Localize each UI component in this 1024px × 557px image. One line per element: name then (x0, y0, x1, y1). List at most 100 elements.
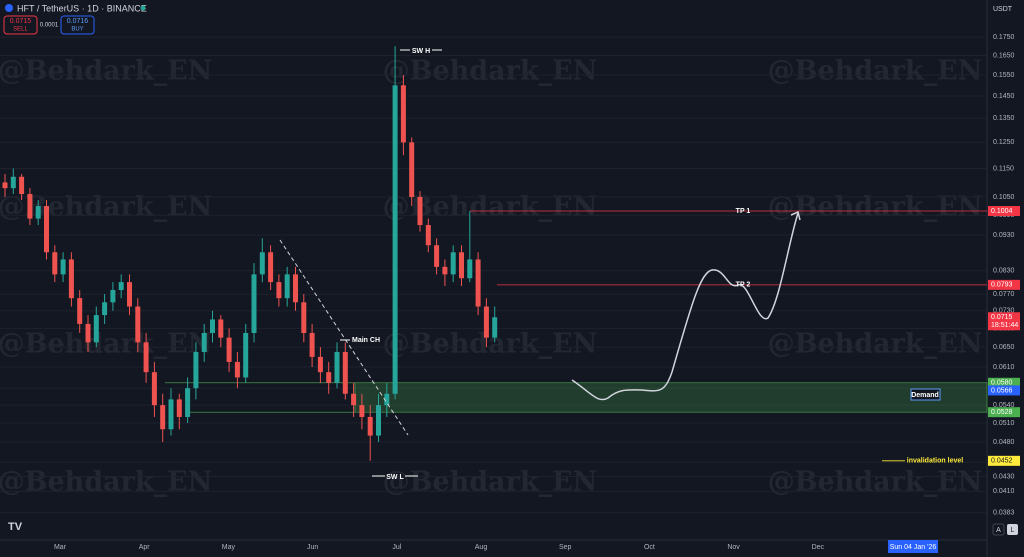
candle-body (60, 259, 66, 275)
candle-body (251, 274, 257, 333)
drawings: SW H SW L Main CH Demand TP 1 TP 2 invalid… (279, 48, 963, 481)
demand-label: Demand (911, 392, 939, 399)
candle-body (77, 298, 83, 324)
candle-body (102, 302, 108, 316)
demand-zone (354, 382, 988, 413)
candle-body (342, 351, 348, 394)
candle-body (425, 225, 431, 246)
candle-body (85, 323, 91, 343)
candle-body (409, 142, 415, 197)
price-label: 0.0715 (991, 314, 1013, 321)
y-tick-label: 0.1350 (993, 115, 1015, 122)
y-tick-label: 0.1250 (993, 139, 1015, 146)
price-label-box (988, 385, 1020, 396)
price-label-box (988, 377, 1020, 388)
candle-body (326, 372, 332, 383)
x-tick-label: Aug (475, 544, 488, 551)
watermark: @Behdark_EN (768, 56, 983, 87)
candle-body (268, 252, 274, 283)
candle-body (143, 342, 149, 373)
sell-button[interactable] (3, 15, 38, 35)
spread: 0.0001 (40, 23, 59, 29)
y-tick-label: 0.0383 (993, 510, 1015, 517)
auto-scale-icon: A (996, 527, 1001, 534)
y-tick-label: 0.0410 (993, 488, 1015, 495)
candle-body (434, 245, 440, 267)
buy-text: BUY (71, 27, 83, 33)
candle-body (118, 282, 124, 291)
x-tick-label: Apr (139, 544, 151, 551)
watermarks: @Behdark_EN @Behdark_EN @Behdark_EN @Behdar… (0, 56, 982, 498)
price-label-box (988, 407, 1020, 418)
price-label: 0.0793 (991, 282, 1013, 289)
tp2-label: TP 2 (736, 282, 751, 289)
candle-body (176, 399, 182, 417)
candle-body (110, 290, 116, 303)
y-tick-label: 0.0430 (993, 473, 1015, 480)
x-tick-label: Jun (307, 544, 318, 551)
candle-body (459, 252, 464, 279)
price-label: 0.0528 (991, 409, 1013, 416)
candle-body (376, 405, 381, 436)
watermark: @Behdark_EN (383, 467, 598, 498)
candle-body (226, 337, 232, 362)
y-tick-label: 0.1450 (993, 93, 1015, 100)
candle-body (309, 332, 315, 357)
candle-body (384, 393, 390, 406)
price-label-box (988, 206, 1020, 217)
candle-body (218, 319, 224, 338)
candle-body (168, 399, 174, 430)
symbol: HFT / TetherUS · 1D · BINANCE (17, 3, 147, 13)
candle-body (259, 252, 265, 275)
candle-body (334, 351, 340, 383)
trend-line (279, 239, 409, 436)
x-tick-label: Nov (727, 544, 740, 551)
auto-scale-button[interactable] (992, 523, 1005, 536)
price-label: 0.1004 (991, 208, 1013, 215)
watermark: @Behdark_EN (768, 467, 983, 498)
candle-body (359, 405, 365, 417)
y-tick-label: 0.0650 (993, 344, 1015, 351)
log-scale-button[interactable] (1007, 524, 1018, 535)
price-label-box (988, 312, 1020, 331)
projection-arrow (790, 210, 801, 221)
candle-body (160, 405, 166, 430)
candle-body (492, 317, 498, 338)
candle-body (52, 252, 58, 275)
candle-body (185, 388, 191, 417)
tp1-label: TP 1 (736, 208, 751, 215)
watermark: @Behdark_EN (0, 329, 212, 360)
y-tick-label: 0.1050 (993, 194, 1015, 201)
symbol-icon (5, 4, 13, 12)
header: HFT / TetherUS · 1D · BINANCE 0.0715 SEL… (3, 3, 1018, 536)
y-tick-label: 0.0830 (993, 267, 1015, 274)
candle-body (475, 259, 481, 307)
price-label-box (988, 455, 1020, 466)
x-tick-label: Sep (559, 544, 572, 551)
watermark: @Behdark_EN (0, 467, 212, 498)
y-tick-label: 0.0730 (993, 308, 1015, 315)
candle-body (293, 274, 298, 303)
candle-body (2, 182, 8, 189)
sw-low-label: SW L (386, 474, 404, 481)
grid (0, 36, 987, 514)
candle-body (27, 194, 33, 219)
sell-price: 0.0715 (10, 18, 32, 25)
main-ch-label: Main CH (352, 337, 380, 344)
watermark: @Behdark_EN (0, 56, 212, 87)
sell-text: SELL (13, 27, 28, 33)
y-tick-label: 0.1550 (993, 72, 1015, 79)
candle-body (467, 259, 473, 279)
candle-body (276, 282, 282, 299)
countdown: 18:51:44 (991, 322, 1018, 329)
x-tick-label: Mar (54, 544, 67, 551)
price-label: 0.0580 (991, 380, 1013, 387)
x-tick-label: May (222, 544, 236, 551)
candle-body (234, 361, 240, 378)
watermark: @Behdark_EN (383, 56, 598, 87)
candle-body (483, 306, 489, 338)
axes: 0.1750 0.1650 0.1550 0.1450 0.1350 0.1250 0.11… (54, 34, 1020, 553)
cursor-date-box (888, 540, 938, 553)
y-tick-label: 0.0610 (993, 364, 1015, 371)
buy-button[interactable] (60, 15, 95, 35)
